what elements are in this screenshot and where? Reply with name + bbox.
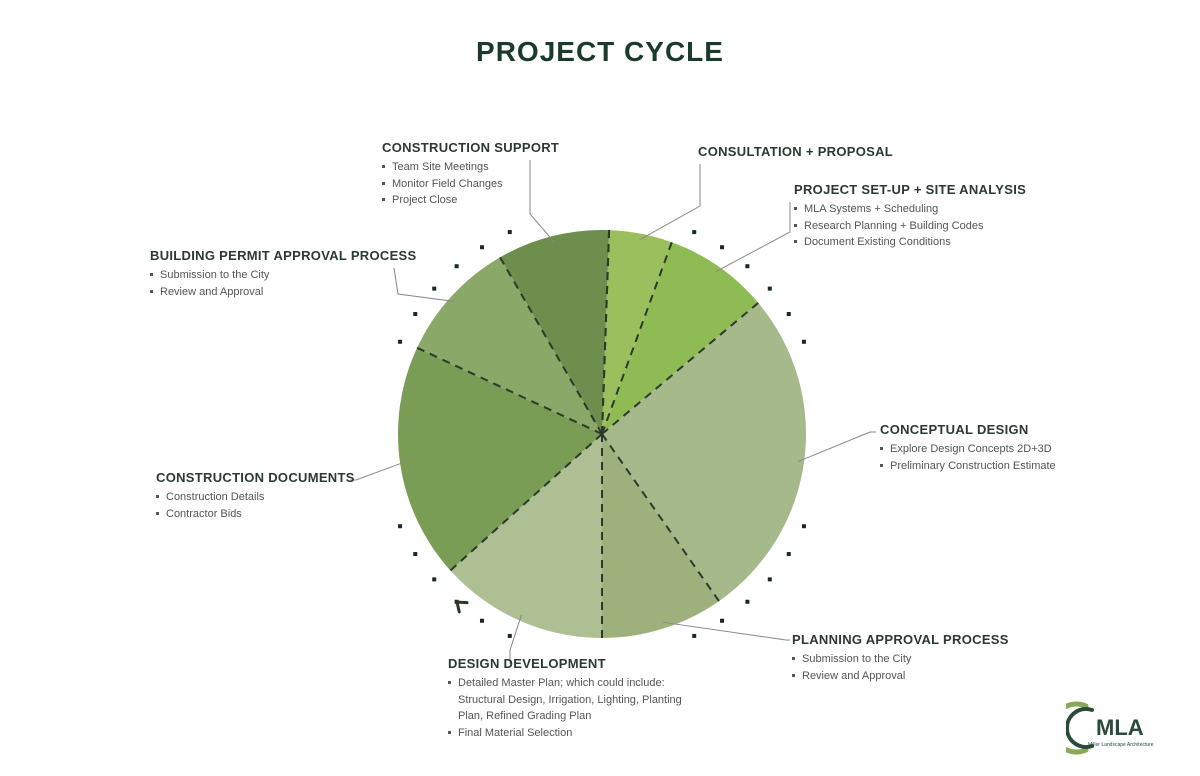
label-bullet: Document Existing Conditions xyxy=(794,234,1026,251)
ring-dot xyxy=(745,600,749,604)
label-bullet: Detailed Master Plan; which could includ… xyxy=(448,675,708,725)
label-building-permit: BUILDING PERMIT APPROVAL PROCESS Submissi… xyxy=(150,248,417,300)
label-design-development: DESIGN DEVELOPMENT Detailed Master Plan; … xyxy=(448,656,708,741)
label-planning-approval: PLANNING APPROVAL PROCESS Submission to t… xyxy=(792,632,1009,684)
label-bullet: Research Planning + Building Codes xyxy=(794,218,1026,235)
label-bullet: Project Close xyxy=(382,192,559,209)
label-title: CONSULTATION + PROPOSAL xyxy=(698,144,893,159)
label-bullets: Detailed Master Plan; which could includ… xyxy=(448,675,708,741)
label-bullet: Explore Design Concepts 2D+3D xyxy=(880,441,1056,458)
label-bullet: Submission to the City xyxy=(150,267,417,284)
ring-dot xyxy=(432,577,436,581)
label-bullet: Review and Approval xyxy=(150,284,417,301)
label-bullet: Monitor Field Changes xyxy=(382,176,559,193)
label-bullet: Preliminary Construction Estimate xyxy=(880,458,1056,475)
ring-dot xyxy=(692,634,696,638)
project-cycle-pie xyxy=(398,230,806,638)
pie-svg xyxy=(398,230,806,638)
label-bullets: Team Site MeetingsMonitor Field ChangesP… xyxy=(382,159,559,209)
direction-arrow-icon xyxy=(453,598,467,612)
label-bullet: Final Material Selection xyxy=(448,725,708,742)
label-project-setup: PROJECT SET-UP + SITE ANALYSIS MLA System… xyxy=(794,182,1026,251)
logo-text: MLA xyxy=(1096,715,1144,740)
brand-logo: MLA Miller Landscape Architecture xyxy=(1066,698,1176,758)
ring-dot xyxy=(480,245,484,249)
ring-dot xyxy=(787,552,791,556)
label-conceptual-design: CONCEPTUAL DESIGN Explore Design Concepts… xyxy=(880,422,1056,474)
label-title: PROJECT SET-UP + SITE ANALYSIS xyxy=(794,182,1026,197)
label-title: CONSTRUCTION SUPPORT xyxy=(382,140,559,155)
label-bullet: MLA Systems + Scheduling xyxy=(794,201,1026,218)
page-title: PROJECT CYCLE xyxy=(476,36,724,68)
ring-dot xyxy=(787,312,791,316)
label-bullets: Submission to the CityReview and Approva… xyxy=(150,267,417,300)
label-bullet: Construction Details xyxy=(156,489,355,506)
label-title: DESIGN DEVELOPMENT xyxy=(448,656,708,671)
ring-dot xyxy=(480,619,484,623)
ring-dot xyxy=(692,230,696,234)
ring-dot xyxy=(802,340,806,344)
ring-dot xyxy=(768,577,772,581)
ring-dot xyxy=(413,312,417,316)
label-bullets: MLA Systems + SchedulingResearch Plannin… xyxy=(794,201,1026,251)
ring-dot xyxy=(432,287,436,291)
label-title: BUILDING PERMIT APPROVAL PROCESS xyxy=(150,248,417,263)
ring-dot xyxy=(455,264,459,268)
ring-dot xyxy=(398,524,402,528)
ring-dot xyxy=(768,287,772,291)
label-bullets: Construction DetailsContractor Bids xyxy=(156,489,355,522)
logo-subtext: Miller Landscape Architecture xyxy=(1088,742,1154,748)
ring-dot xyxy=(745,264,749,268)
label-bullet: Submission to the City xyxy=(792,651,1009,668)
label-bullet: Team Site Meetings xyxy=(382,159,559,176)
ring-dot xyxy=(413,552,417,556)
label-bullets: Submission to the CityReview and Approva… xyxy=(792,651,1009,684)
ring-dot xyxy=(508,634,512,638)
leader-consultation xyxy=(640,164,700,240)
label-bullets: Explore Design Concepts 2D+3DPreliminary… xyxy=(880,441,1056,474)
label-title: PLANNING APPROVAL PROCESS xyxy=(792,632,1009,647)
label-title: CONSTRUCTION DOCUMENTS xyxy=(156,470,355,485)
ring-dot xyxy=(720,619,724,623)
leader-conceptual-design xyxy=(798,432,876,462)
ring-dot xyxy=(720,245,724,249)
label-bullet: Contractor Bids xyxy=(156,506,355,523)
ring-dot xyxy=(398,340,402,344)
ring-dot xyxy=(802,524,806,528)
label-title: CONCEPTUAL DESIGN xyxy=(880,422,1056,437)
label-construction-support: CONSTRUCTION SUPPORT Team Site MeetingsMo… xyxy=(382,140,559,209)
label-construction-documents: CONSTRUCTION DOCUMENTS Construction Detai… xyxy=(156,470,355,522)
label-consultation: CONSULTATION + PROPOSAL xyxy=(698,144,893,163)
ring-dot xyxy=(508,230,512,234)
label-bullet: Review and Approval xyxy=(792,668,1009,685)
